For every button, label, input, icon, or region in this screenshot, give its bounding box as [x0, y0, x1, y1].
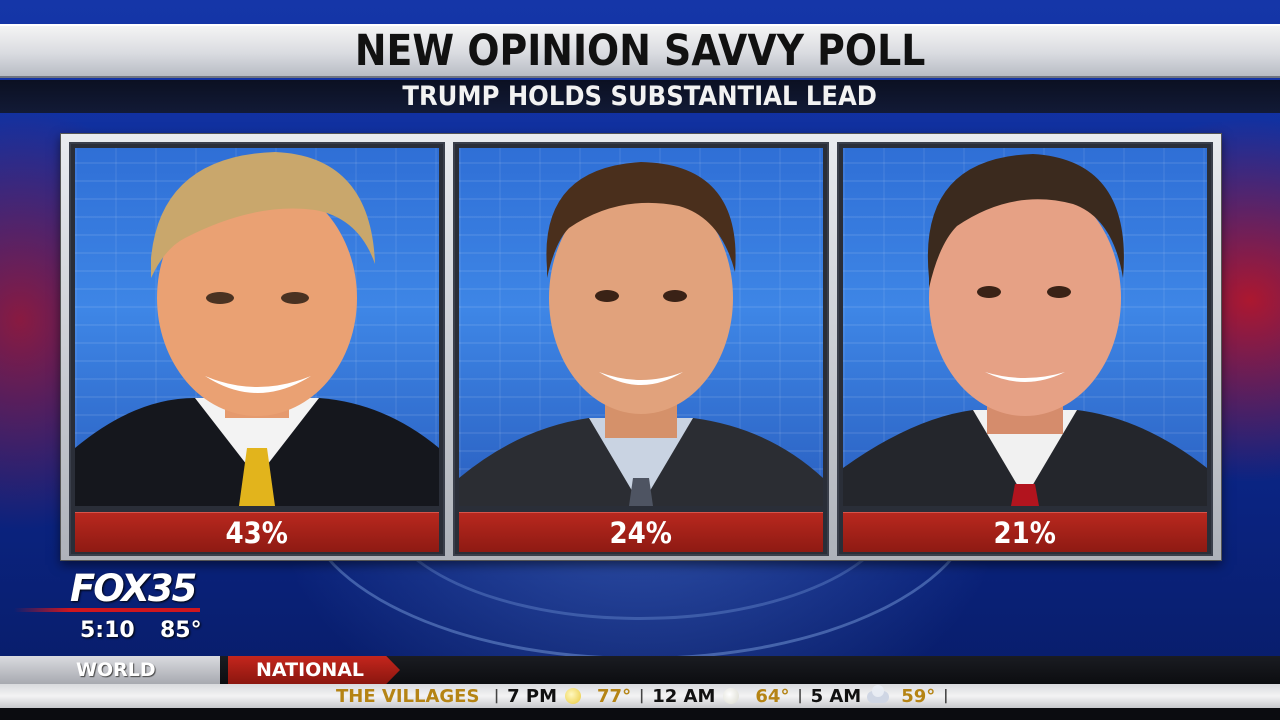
percent-bar: 21%: [843, 512, 1207, 552]
forecast-temp: 77°: [597, 685, 632, 707]
candidate-card: 24%: [453, 142, 829, 556]
partly-cloudy-icon: [867, 685, 890, 705]
candidate-photo: [459, 148, 823, 506]
page-subtitle: TRUMP HOLDS SUBSTANTIAL LEAD: [402, 81, 878, 112]
forecast-temp: 64°: [755, 685, 790, 707]
forecast-row: | 7 PM 77° | 12 AM 64° | 5 AM 59° |: [486, 685, 956, 707]
separator: |: [639, 688, 645, 704]
subtitle-bar: TRUMP HOLDS SUBSTANTIAL LEAD: [0, 80, 1280, 113]
station-logo: FOX35: [70, 566, 200, 610]
forecast-time: 12 AM: [652, 685, 716, 707]
station-logo-text: FOX35: [70, 566, 197, 610]
poll-panel: 43% 24%: [60, 133, 1222, 561]
page-title: NEW OPINION SAVVY POLL: [354, 26, 926, 76]
candidate-photo: [843, 148, 1207, 506]
ticker-tab-national: NATIONAL: [228, 656, 400, 684]
ticker-tab-world: WORLD: [0, 656, 220, 684]
weather-location: THE VILLAGES: [336, 685, 480, 707]
forecast-time: 5 AM: [810, 685, 862, 707]
separator: |: [797, 688, 803, 704]
percent-value: 21%: [993, 515, 1057, 550]
station-time: 5:10: [80, 618, 135, 643]
forecast-time: 7 PM: [507, 685, 558, 707]
station-temp: 85°: [160, 618, 202, 643]
candidate-photo: [75, 148, 439, 506]
forecast-temp: 59°: [901, 685, 936, 707]
title-bar: NEW OPINION SAVVY POLL: [0, 24, 1280, 78]
station-logo-rule: [14, 608, 200, 612]
weather-ticker: THE VILLAGES | 7 PM 77° | 12 AM 64° | 5 …: [0, 684, 1280, 708]
percent-bar: 24%: [459, 512, 823, 552]
candidate-card: 43%: [69, 142, 445, 556]
separator: |: [494, 688, 500, 704]
ticker-tab-national-label: NATIONAL: [256, 659, 365, 681]
separator: |: [943, 688, 949, 704]
percent-value: 43%: [225, 515, 289, 550]
ticker-tab-world-label: WORLD: [76, 659, 156, 681]
moon-icon: [721, 687, 741, 705]
sun-icon: [563, 687, 583, 705]
percent-value: 24%: [609, 515, 673, 550]
candidate-card: 21%: [837, 142, 1213, 556]
percent-bar: 43%: [75, 512, 439, 552]
footer-strip: [0, 708, 1280, 720]
